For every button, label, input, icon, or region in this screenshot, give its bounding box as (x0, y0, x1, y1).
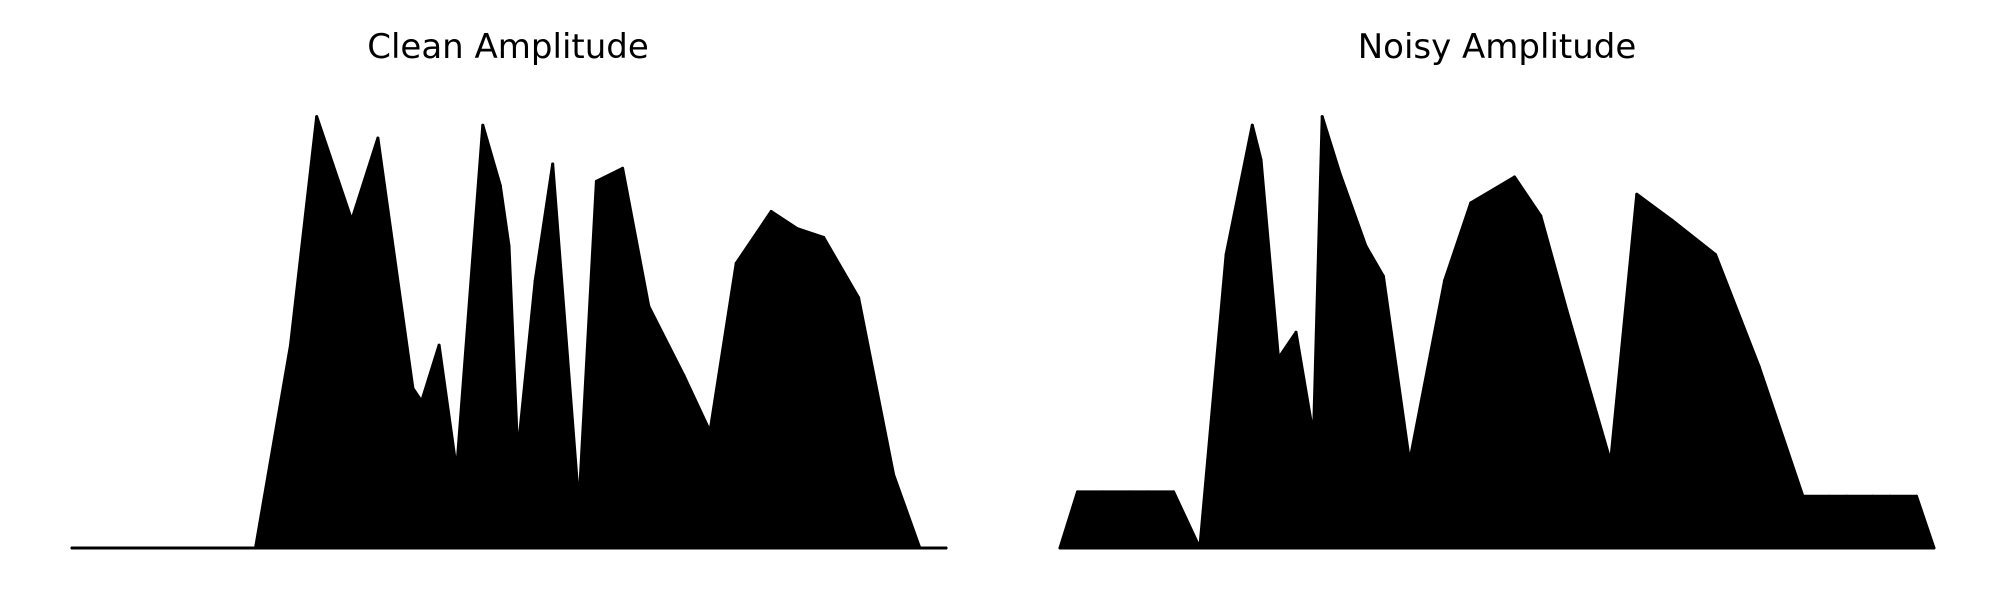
amplitude-point (1871, 494, 1875, 498)
amplitude-point (1539, 214, 1543, 218)
amplitude-point (1058, 546, 1062, 550)
amplitude-point (1259, 158, 1263, 162)
amplitude-point (1443, 279, 1447, 282)
amplitude-point (1338, 171, 1342, 175)
amplitude-point (1320, 115, 1324, 119)
amplitude-point (1145, 490, 1149, 494)
amplitude-point (1565, 309, 1569, 313)
amplitude-point (1714, 253, 1717, 257)
amplitude-point (1198, 546, 1202, 550)
amplitude-point (437, 343, 441, 347)
amplitude-point (769, 210, 773, 213)
amplitude-point (594, 179, 598, 183)
amplitude-point (822, 235, 826, 239)
amplitude-point (1408, 460, 1412, 464)
waveform-strokes-0 (1061, 117, 1933, 548)
amplitude-point (420, 399, 424, 403)
amplitude-point (1635, 192, 1639, 196)
amplitude-point (1224, 253, 1228, 257)
clean-amplitude-title: Clean Amplitude (367, 27, 649, 67)
amplitude-point (289, 343, 292, 347)
amplitude-point (857, 296, 861, 300)
amplitude-point (455, 468, 459, 472)
amplitude-point (1915, 494, 1918, 498)
amplitude-point (1250, 123, 1254, 127)
amplitude-point (1888, 494, 1892, 498)
amplitude-point (734, 261, 738, 265)
amplitude-point (1827, 494, 1831, 498)
amplitude-point (533, 279, 537, 282)
amplitude-point (1294, 330, 1298, 334)
amplitude-point (70, 546, 74, 550)
clean-amplitude-panel: Clean Amplitude (70, 27, 948, 550)
amplitude-point (481, 123, 485, 127)
amplitude-point (1128, 490, 1132, 494)
amplitude-point (516, 451, 520, 455)
amplitude-point (1469, 201, 1473, 205)
amplitude-point (1609, 460, 1613, 464)
amplitude-point (795, 227, 799, 231)
noisy-amplitude-title: Noisy Amplitude (1358, 27, 1637, 67)
amplitude-point (892, 473, 896, 477)
amplitude-point (254, 546, 257, 550)
amplitude-point (1277, 356, 1280, 360)
amplitude-point (507, 244, 511, 248)
amplitude-point (621, 166, 625, 170)
amplitude-point (315, 115, 319, 119)
amplitude-point (1932, 546, 1936, 550)
amplitude-point (708, 430, 712, 433)
amplitude-point (192, 546, 196, 550)
amplitude-point (682, 373, 686, 377)
amplitude-point (227, 546, 231, 550)
amplitude-point (1076, 490, 1079, 494)
amplitude-point (1513, 175, 1516, 179)
amplitude-point (1312, 434, 1315, 438)
amplitude-point (1172, 490, 1176, 494)
amplitude-point (411, 386, 415, 390)
amplitude-point (1670, 218, 1674, 222)
amplitude-point (498, 184, 502, 188)
clean-amplitude-waveform (70, 115, 948, 550)
amplitude-point (551, 162, 555, 166)
amplitude-point (350, 218, 354, 222)
amplitude-point (1102, 490, 1106, 494)
noisy-amplitude-panel: Noisy Amplitude (1058, 27, 1936, 550)
amplitude-point (1757, 365, 1761, 369)
amplitude-point (944, 546, 948, 550)
amplitude-point (577, 503, 581, 507)
amplitude-point (918, 546, 922, 550)
noisy-amplitude-waveform (1058, 115, 1936, 550)
amplitude-point (1801, 494, 1805, 498)
amplitude-point (1381, 274, 1385, 278)
amplitude-point (647, 304, 651, 308)
amplitude-point (1845, 494, 1849, 498)
amplitude-point (376, 136, 380, 140)
waveform-strokes-0 (256, 127, 919, 548)
amplitude-point (1364, 244, 1368, 248)
